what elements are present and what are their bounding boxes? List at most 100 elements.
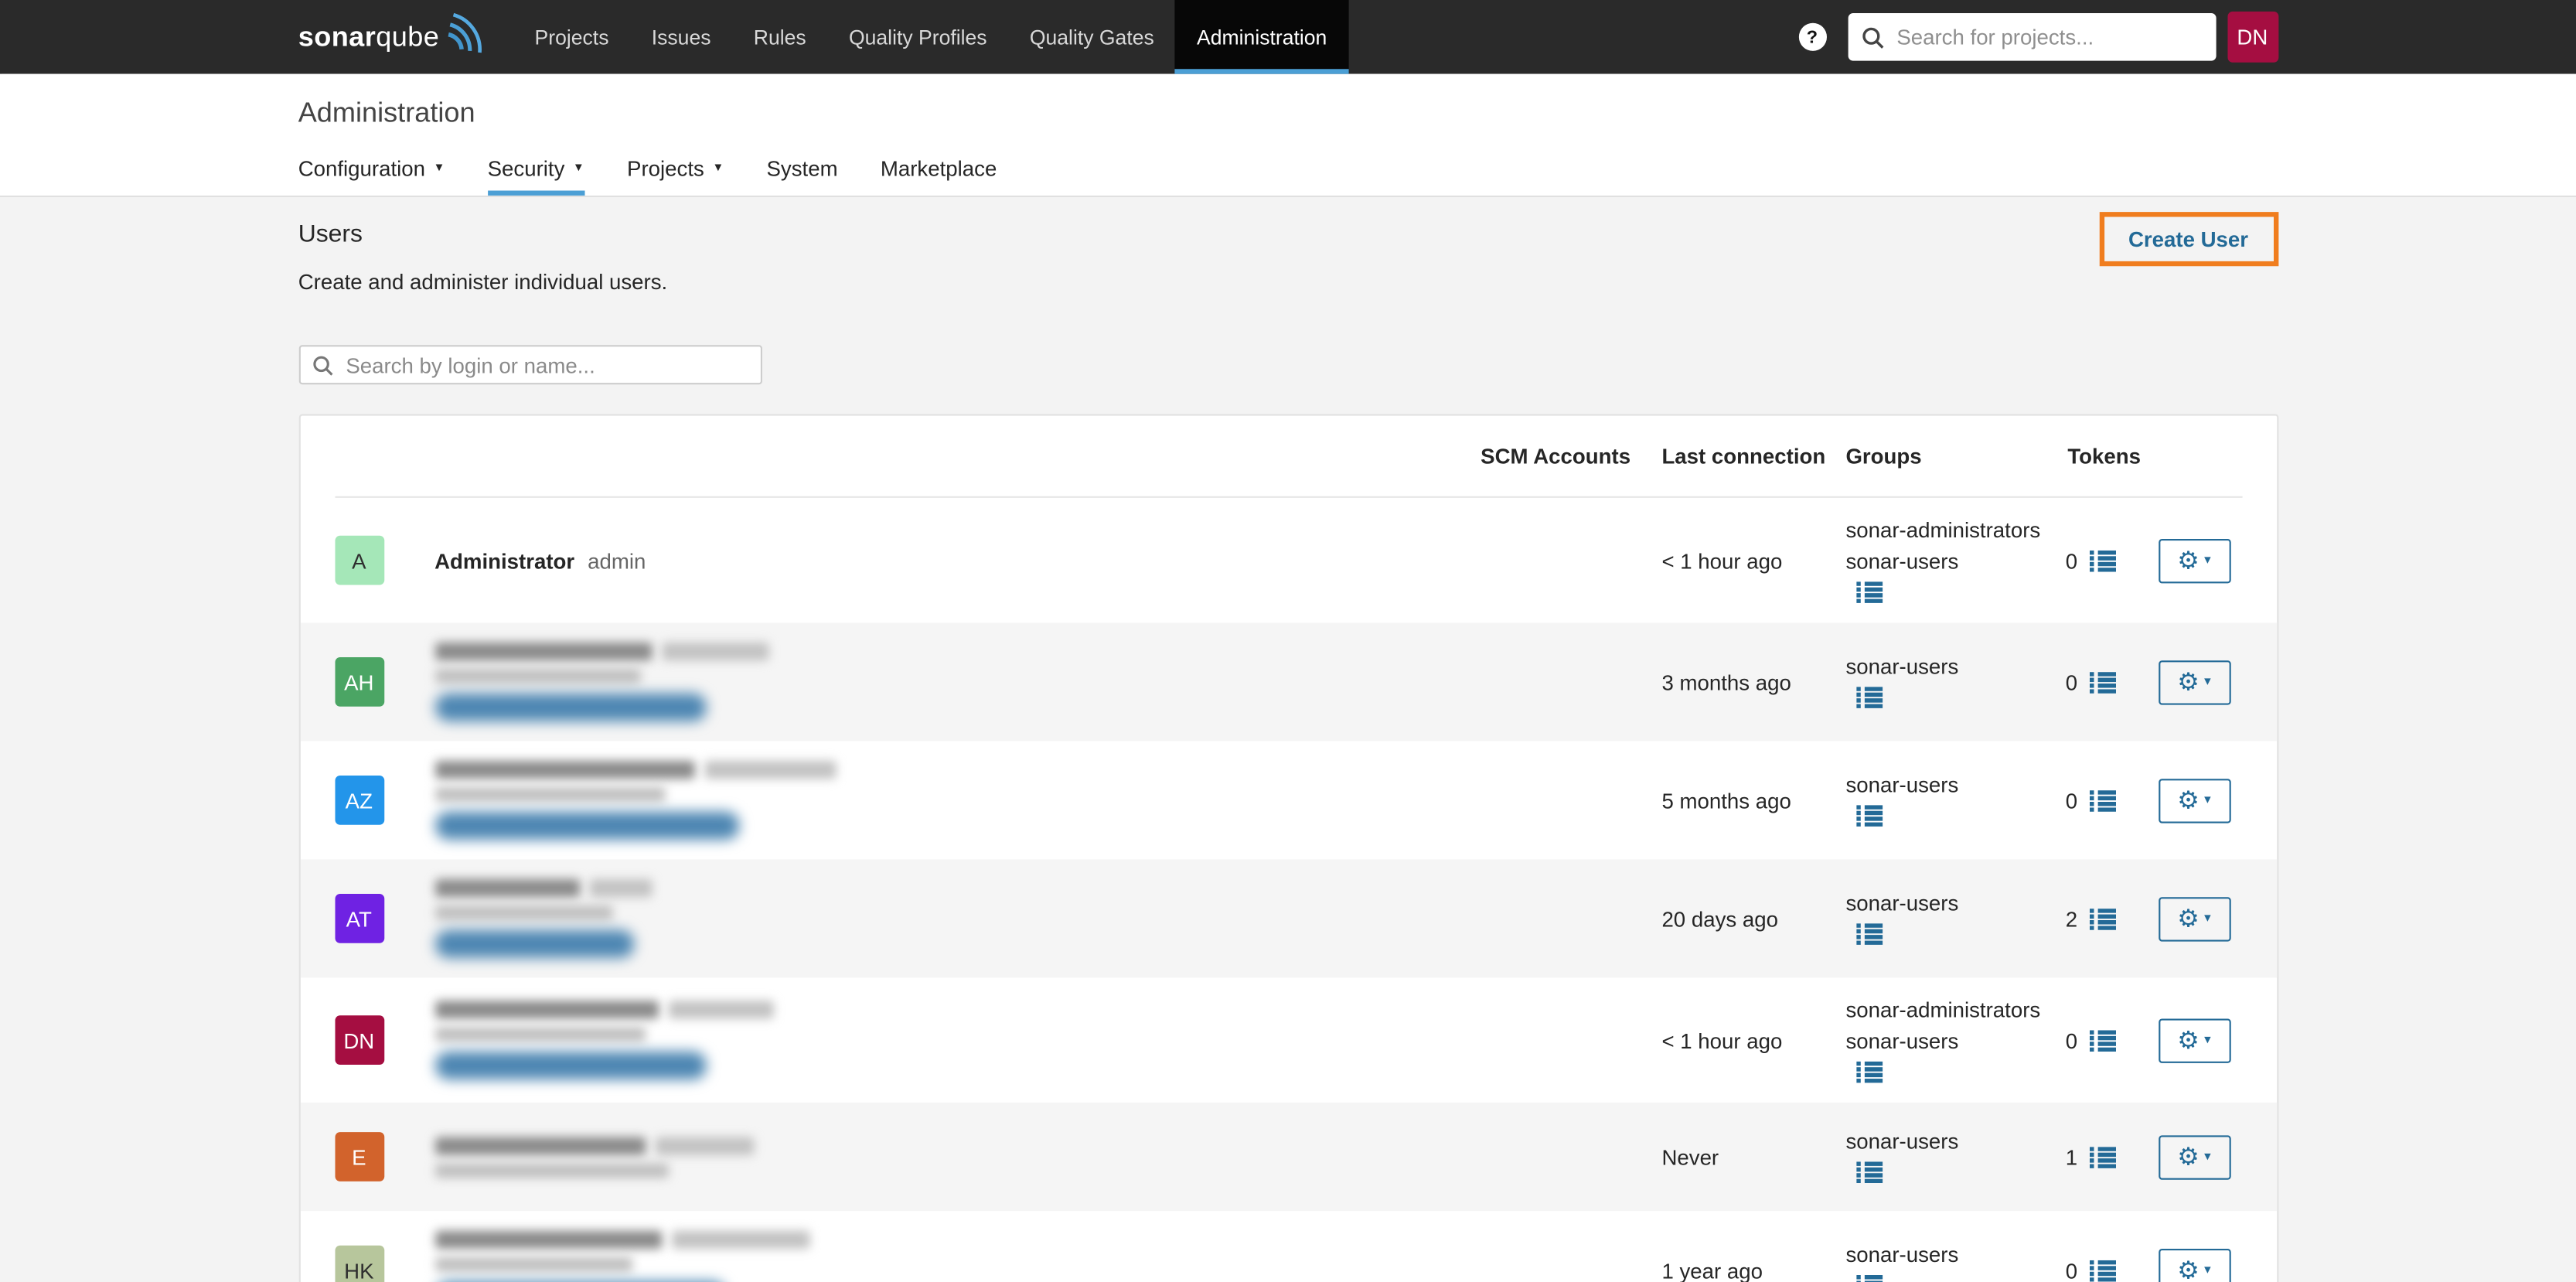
tab-label: Projects <box>627 155 704 181</box>
manage-tokens-icon[interactable] <box>2088 789 2115 811</box>
manage-groups-icon[interactable] <box>1855 805 1883 827</box>
chevron-down-icon: ▼ <box>433 162 445 175</box>
chevron-down-icon: ▾ <box>2204 792 2211 807</box>
manage-tokens-icon[interactable] <box>2088 1259 2115 1281</box>
nav-item-quality-profiles[interactable]: Quality Profiles <box>848 25 987 49</box>
manage-groups-icon[interactable] <box>1855 581 1883 603</box>
manage-tokens-icon[interactable] <box>2088 1146 2115 1168</box>
chevron-down-icon: ▾ <box>2204 1031 2211 1047</box>
redacted-user-info <box>434 1136 1450 1178</box>
tab-marketplace[interactable]: Marketplace <box>881 156 997 196</box>
help-glyph: ? <box>1806 27 1818 47</box>
avatar: AT <box>334 894 384 943</box>
gear-icon: ⚙ <box>2177 902 2199 933</box>
help-icon[interactable]: ? <box>1797 22 1826 51</box>
redacted-user-info <box>434 642 1450 721</box>
gear-icon: ⚙ <box>2177 1141 2199 1171</box>
sonarqube-logo[interactable]: sonarqube <box>298 0 484 74</box>
user-actions-button[interactable]: ⚙ ▾ <box>2158 537 2230 583</box>
sonarqube-arcs-icon <box>448 12 482 53</box>
token-count: 2 <box>2065 905 2078 931</box>
tab-security[interactable]: Security ▼ <box>487 156 584 196</box>
token-count: 0 <box>2065 669 2078 694</box>
nav-items: Projects Issues Rules Quality Profiles Quali… <box>513 0 1348 74</box>
create-user-button[interactable]: Create User <box>2107 220 2269 258</box>
chevron-down-icon: ▾ <box>2204 552 2211 568</box>
table-row: E Never sonar-users 1 ⚙ ▾ <box>299 1102 2277 1212</box>
redacted-badge <box>434 929 634 958</box>
table-row: AH 3 months ago sonar-users 0 ⚙ ▾ <box>299 622 2277 742</box>
brand-sonar: sonar <box>298 20 377 52</box>
global-search-input[interactable] <box>1893 22 2203 51</box>
user-actions-button[interactable]: ⚙ ▾ <box>2158 778 2230 823</box>
user-actions-button[interactable]: ⚙ ▾ <box>2158 1134 2230 1179</box>
token-count: 1 <box>2065 1144 2078 1169</box>
groups-cell: sonar-users <box>1845 651 2054 714</box>
manage-tokens-icon[interactable] <box>2088 1029 2115 1052</box>
users-description: Create and administer individual users. <box>298 269 668 295</box>
redacted-badge <box>434 811 739 840</box>
nav-item-quality-gates[interactable]: Quality Gates <box>1029 25 1154 49</box>
nav-item-issues[interactable]: Issues <box>651 25 711 49</box>
user-name: Administrator <box>434 547 575 573</box>
global-search <box>1847 13 2216 61</box>
users-page: Users Create and administer individual u… <box>0 197 2576 1282</box>
groups-cell: sonar-users <box>1845 888 2054 950</box>
user-search <box>298 345 762 385</box>
user-actions-button[interactable]: ⚙ ▾ <box>2158 1247 2230 1282</box>
gear-icon: ⚙ <box>2177 1254 2199 1282</box>
gear-icon: ⚙ <box>2177 1024 2199 1055</box>
user-actions-button[interactable]: ⚙ ▾ <box>2158 896 2230 941</box>
token-count: 0 <box>2065 1257 2078 1282</box>
nav-item-rules[interactable]: Rules <box>753 25 806 49</box>
chevron-down-icon: ▼ <box>573 162 584 175</box>
column-header-tokens: Tokens <box>2067 443 2142 469</box>
search-icon <box>312 355 332 375</box>
user-actions-button[interactable]: ⚙ ▾ <box>2158 1018 2230 1062</box>
manage-groups-icon[interactable] <box>1855 1060 1883 1083</box>
user-actions-button[interactable]: ⚙ ▾ <box>2158 660 2230 704</box>
tab-label: System <box>766 155 838 181</box>
redacted-user-info <box>434 760 1450 840</box>
column-header-groups: Groups <box>1845 443 1922 469</box>
table-header-row: SCM Accounts Last connection Groups Toke… <box>334 416 2242 498</box>
tab-projects[interactable]: Projects ▼ <box>627 156 724 196</box>
users-table-panel: SCM Accounts Last connection Groups Toke… <box>298 414 2278 1282</box>
group-name: sonar-users <box>1845 547 1959 573</box>
user-avatar[interactable]: DN <box>2227 11 2278 63</box>
redacted-user-info <box>434 1001 1450 1080</box>
user-search-input[interactable] <box>342 350 748 379</box>
chevron-down-icon: ▾ <box>2204 1262 2211 1277</box>
search-icon <box>1862 26 1883 48</box>
last-connection: Never <box>1661 1144 1719 1169</box>
redacted-user-info <box>434 1230 1450 1282</box>
group-name: sonar-administrators <box>1845 996 2041 1021</box>
group-name: sonar-users <box>1845 1028 1959 1053</box>
avatar: DN <box>334 1015 384 1065</box>
manage-tokens-icon[interactable] <box>2088 908 2115 929</box>
group-name: sonar-users <box>1845 653 1959 679</box>
tab-configuration[interactable]: Configuration ▼ <box>298 156 445 196</box>
manage-tokens-icon[interactable] <box>2088 671 2115 693</box>
avatar: A <box>334 535 384 585</box>
group-name: sonar-users <box>1845 1128 1959 1154</box>
users-table-body: A Administrator admin < 1 hour ago sonar-adm… <box>299 498 2277 1282</box>
manage-tokens-icon[interactable] <box>2088 549 2115 571</box>
admin-tabs: Configuration ▼ Security ▼ Projects ▼ System Ma… <box>298 156 2278 196</box>
chevron-down-icon: ▾ <box>2204 673 2211 689</box>
chevron-down-icon: ▼ <box>712 162 724 175</box>
chevron-down-icon: ▾ <box>2204 1148 2211 1164</box>
manage-groups-icon[interactable] <box>1855 1275 1883 1282</box>
manage-groups-icon[interactable] <box>1855 923 1883 946</box>
nav-item-administration[interactable]: Administration <box>1175 0 1348 74</box>
manage-groups-icon[interactable] <box>1855 687 1883 709</box>
manage-groups-icon[interactable] <box>1855 1161 1883 1184</box>
groups-cell: sonar-administrators sonar-users <box>1845 513 2054 607</box>
redacted-user-info <box>434 878 1450 958</box>
table-row: A Administrator admin < 1 hour ago sonar-adm… <box>334 498 2241 623</box>
token-count: 0 <box>2065 787 2078 813</box>
nav-item-projects[interactable]: Projects <box>534 25 609 49</box>
tab-system[interactable]: System <box>766 156 837 196</box>
tab-label: Configuration <box>298 155 426 181</box>
